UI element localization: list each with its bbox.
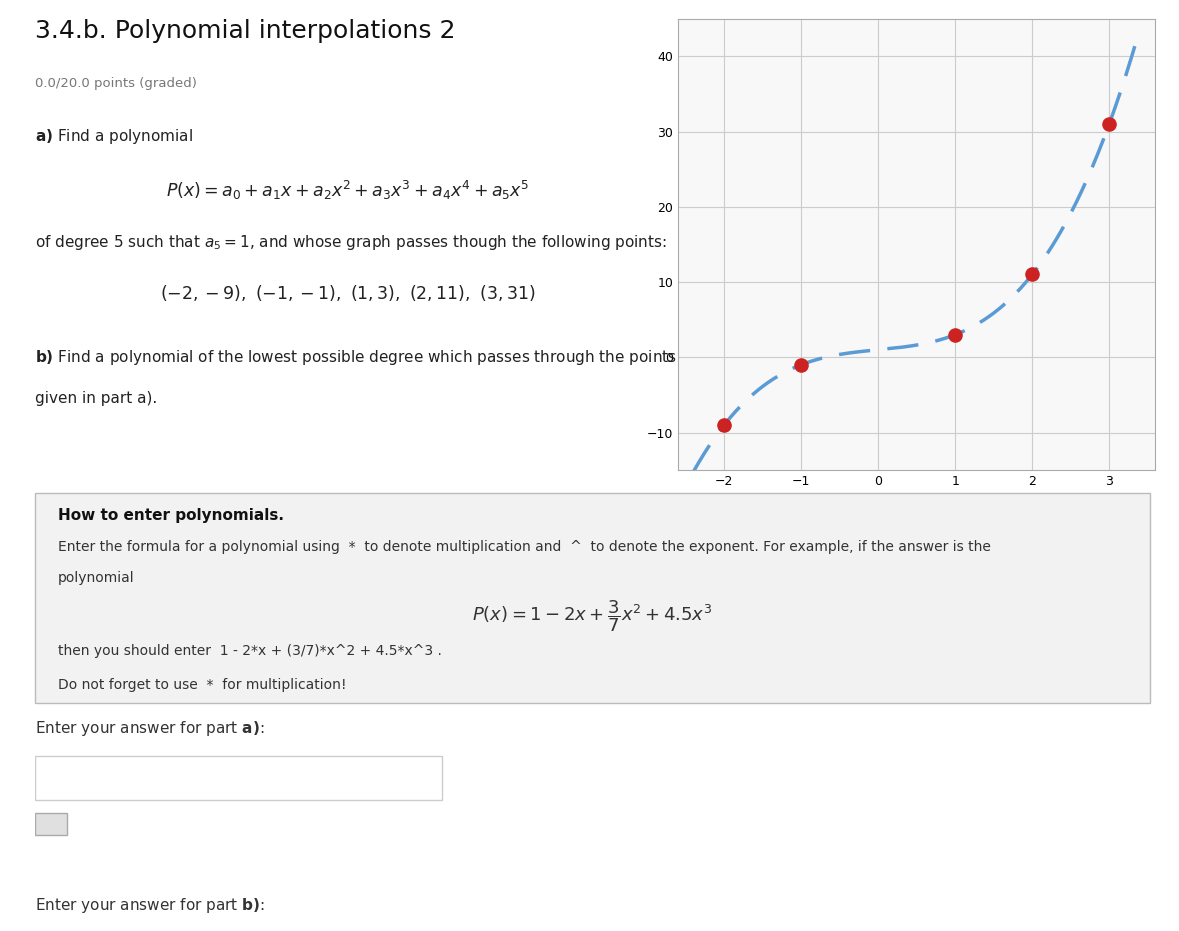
Text: Enter your answer for part $\mathbf{b)}$:: Enter your answer for part $\mathbf{b)}$… xyxy=(35,896,265,915)
Text: How to enter polynomials.: How to enter polynomials. xyxy=(58,508,284,523)
Text: given in part a).: given in part a). xyxy=(35,391,158,406)
Text: Do not forget to use  *  for multiplication!: Do not forget to use * for multiplicatio… xyxy=(58,678,347,692)
FancyBboxPatch shape xyxy=(35,493,1150,703)
FancyBboxPatch shape xyxy=(35,756,442,800)
Text: Enter the formula for a polynomial using  *  to denote multiplication and  ^  to: Enter the formula for a polynomial using… xyxy=(58,540,990,554)
Point xyxy=(1100,116,1119,131)
Point xyxy=(792,358,811,372)
Text: $\left(-2,-9\right),\ \left(-1,-1\right),\ \left(1,3\right),\ \left(2,11\right),: $\left(-2,-9\right),\ \left(-1,-1\right)… xyxy=(160,283,535,303)
Text: 3.4.b. Polynomial interpolations 2: 3.4.b. Polynomial interpolations 2 xyxy=(35,19,456,43)
Text: $P\left(x\right) = 1 - 2x + \dfrac{3}{7}x^2 + 4.5x^3$: $P\left(x\right) = 1 - 2x + \dfrac{3}{7}… xyxy=(473,599,712,634)
Text: then you should enter  1 - 2*x + (3/7)*x^2 + 4.5*x^3 .: then you should enter 1 - 2*x + (3/7)*x^… xyxy=(58,644,441,658)
Text: Enter your answer for part $\mathbf{a)}$:: Enter your answer for part $\mathbf{a)}$… xyxy=(35,719,265,737)
Point xyxy=(714,417,733,432)
Text: $\bf{a)}$ Find a polynomial: $\bf{a)}$ Find a polynomial xyxy=(35,127,193,146)
Point xyxy=(1022,267,1041,282)
Text: polynomial: polynomial xyxy=(58,571,134,585)
Text: $\bf{b)}$ Find a polynomial of the lowest possible degree which passes through t: $\bf{b)}$ Find a polynomial of the lowes… xyxy=(35,348,677,367)
FancyBboxPatch shape xyxy=(35,813,66,835)
Text: 0.0/20.0 points (graded): 0.0/20.0 points (graded) xyxy=(35,77,197,90)
Text: $P\left(x\right) = a_0 + a_1 x + a_2 x^2 + a_3 x^3 + a_4 x^4 + a_5 x^5$: $P\left(x\right) = a_0 + a_1 x + a_2 x^2… xyxy=(166,179,529,202)
Text: of degree 5 such that $a_5 = 1$, and whose graph passes though the following poi: of degree 5 such that $a_5 = 1$, and who… xyxy=(35,233,667,252)
Point xyxy=(946,328,964,343)
